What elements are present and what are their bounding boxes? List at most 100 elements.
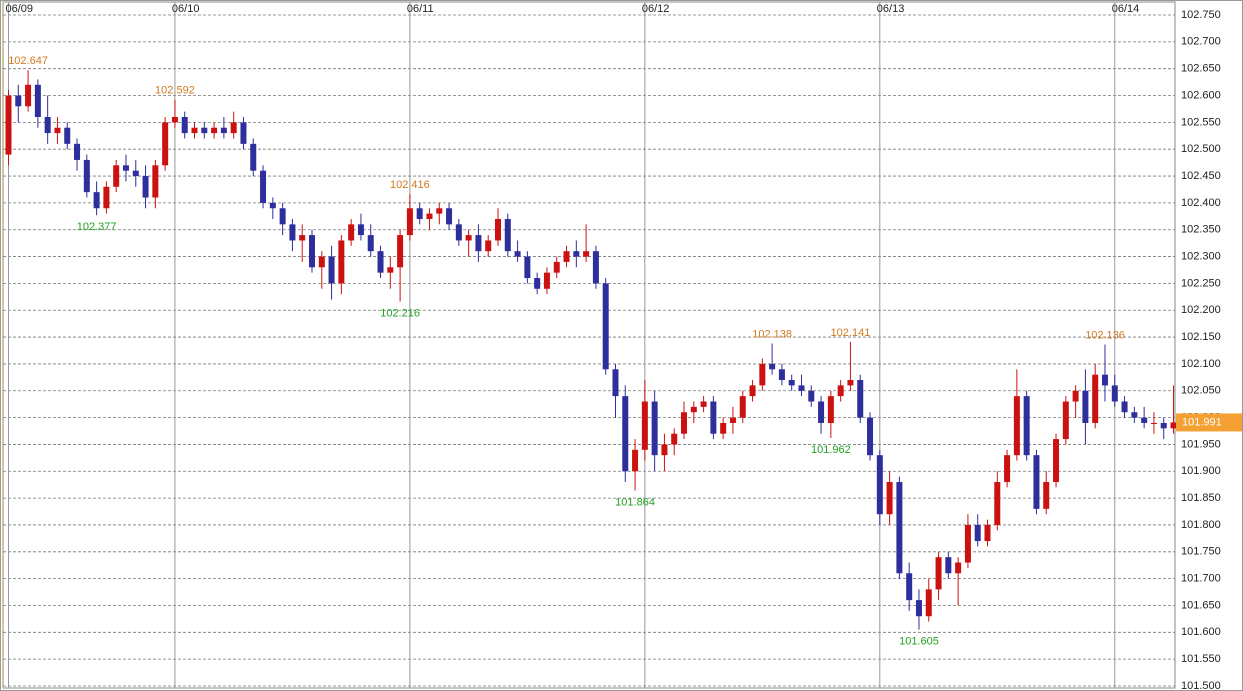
candle-body — [906, 573, 913, 601]
candle-body — [827, 396, 834, 423]
candle-body — [700, 401, 707, 407]
candle-body — [455, 224, 462, 241]
candle-body — [504, 218, 511, 252]
candle-body — [857, 380, 864, 418]
candle-body — [994, 482, 1001, 525]
candle-body — [651, 401, 658, 456]
candle-body — [1072, 390, 1079, 402]
candle-body — [103, 186, 110, 209]
y-tick-label: 102.150 — [1181, 331, 1221, 343]
y-tick-label: 102.100 — [1181, 358, 1221, 370]
candle-body — [974, 524, 981, 542]
candle-body — [132, 170, 139, 177]
x-tick-label: 06/13 — [877, 3, 905, 15]
candle-body — [74, 143, 81, 160]
y-tick-label: 102.200 — [1181, 304, 1221, 316]
y-tick-label: 101.500 — [1181, 680, 1221, 691]
candle-body — [328, 256, 335, 284]
candle-body — [1023, 396, 1030, 456]
candle-body — [1150, 422, 1157, 424]
candle-body — [563, 251, 570, 262]
candle-body — [171, 116, 178, 123]
candle-body — [1013, 396, 1020, 456]
candle-body — [191, 127, 198, 134]
candle-body — [201, 127, 208, 134]
candle-body — [1033, 455, 1040, 509]
candle-body — [935, 557, 942, 590]
y-tick-label: 101.800 — [1181, 519, 1221, 531]
candle-body — [729, 417, 736, 423]
candle-body — [602, 283, 609, 370]
candle-body — [1043, 482, 1050, 509]
y-tick-label: 102.300 — [1181, 250, 1221, 262]
candle-body — [446, 208, 453, 225]
y-tick-label: 102.450 — [1181, 170, 1221, 182]
candle-body — [1131, 412, 1138, 418]
price-box — [1176, 413, 1242, 432]
low-label: 102.216 — [380, 308, 420, 320]
x-tick-label: 06/09 — [6, 3, 34, 15]
candle-body — [837, 385, 844, 397]
candle-body — [886, 482, 893, 515]
y-tick-label: 102.700 — [1181, 36, 1221, 48]
x-tick-label: 06/11 — [407, 3, 434, 15]
candle-body — [818, 401, 825, 423]
y-tick-label: 102.750 — [1181, 9, 1221, 21]
candle-body — [416, 208, 423, 219]
candle-body — [318, 256, 325, 268]
candle-body — [397, 235, 404, 268]
x-tick-label: 06/12 — [642, 3, 670, 15]
candle-body — [915, 600, 922, 617]
candle-body — [867, 417, 874, 456]
candle-body — [798, 385, 805, 391]
candle-body — [211, 127, 218, 134]
y-tick-label: 101.700 — [1181, 573, 1221, 585]
candle-body — [573, 251, 580, 257]
low-label: 102.377 — [77, 221, 117, 233]
candle-body — [1121, 401, 1128, 413]
x-tick-label: 06/14 — [1112, 3, 1140, 15]
high-label: 102.138 — [752, 328, 792, 340]
high-label: 102.592 — [155, 85, 195, 97]
y-tick-label: 101.750 — [1181, 546, 1221, 558]
candle-body — [377, 251, 384, 273]
low-label: 101.864 — [615, 497, 655, 509]
candle-body — [720, 422, 727, 434]
candle-body — [847, 380, 854, 386]
candle-body — [534, 278, 541, 289]
candle-body — [181, 116, 188, 134]
candle-body — [279, 208, 286, 225]
candle-body — [1082, 390, 1089, 423]
candle-body — [1111, 385, 1118, 402]
high-label: 102.416 — [390, 179, 430, 191]
current-price: 101.991 — [1182, 416, 1222, 428]
candle-body — [808, 390, 815, 402]
candle-body — [34, 84, 41, 117]
candle-body — [543, 272, 550, 289]
candle-body — [426, 213, 433, 219]
candle-body — [739, 396, 746, 418]
high-label: 102.141 — [831, 327, 871, 339]
candle-body — [592, 251, 599, 284]
candle-body — [406, 208, 413, 236]
candle-body — [553, 261, 560, 273]
candle-body — [387, 267, 394, 273]
candle-body — [1004, 455, 1011, 483]
candle-body — [25, 84, 32, 107]
candle-body — [5, 95, 12, 155]
candle-body — [632, 449, 639, 472]
y-tick-label: 102.250 — [1181, 277, 1221, 289]
candle-body — [876, 455, 883, 515]
x-tick-label: 06/10 — [172, 3, 200, 15]
candle-body — [357, 224, 364, 236]
candle-body — [260, 170, 267, 203]
candle-body — [240, 122, 247, 144]
candle-body — [15, 95, 22, 107]
y-tick-label: 101.900 — [1181, 465, 1221, 477]
candle-body — [671, 433, 678, 445]
candle-body — [788, 380, 795, 386]
candle-body — [955, 562, 962, 574]
candle-body — [152, 165, 159, 198]
candle-body — [778, 369, 785, 381]
